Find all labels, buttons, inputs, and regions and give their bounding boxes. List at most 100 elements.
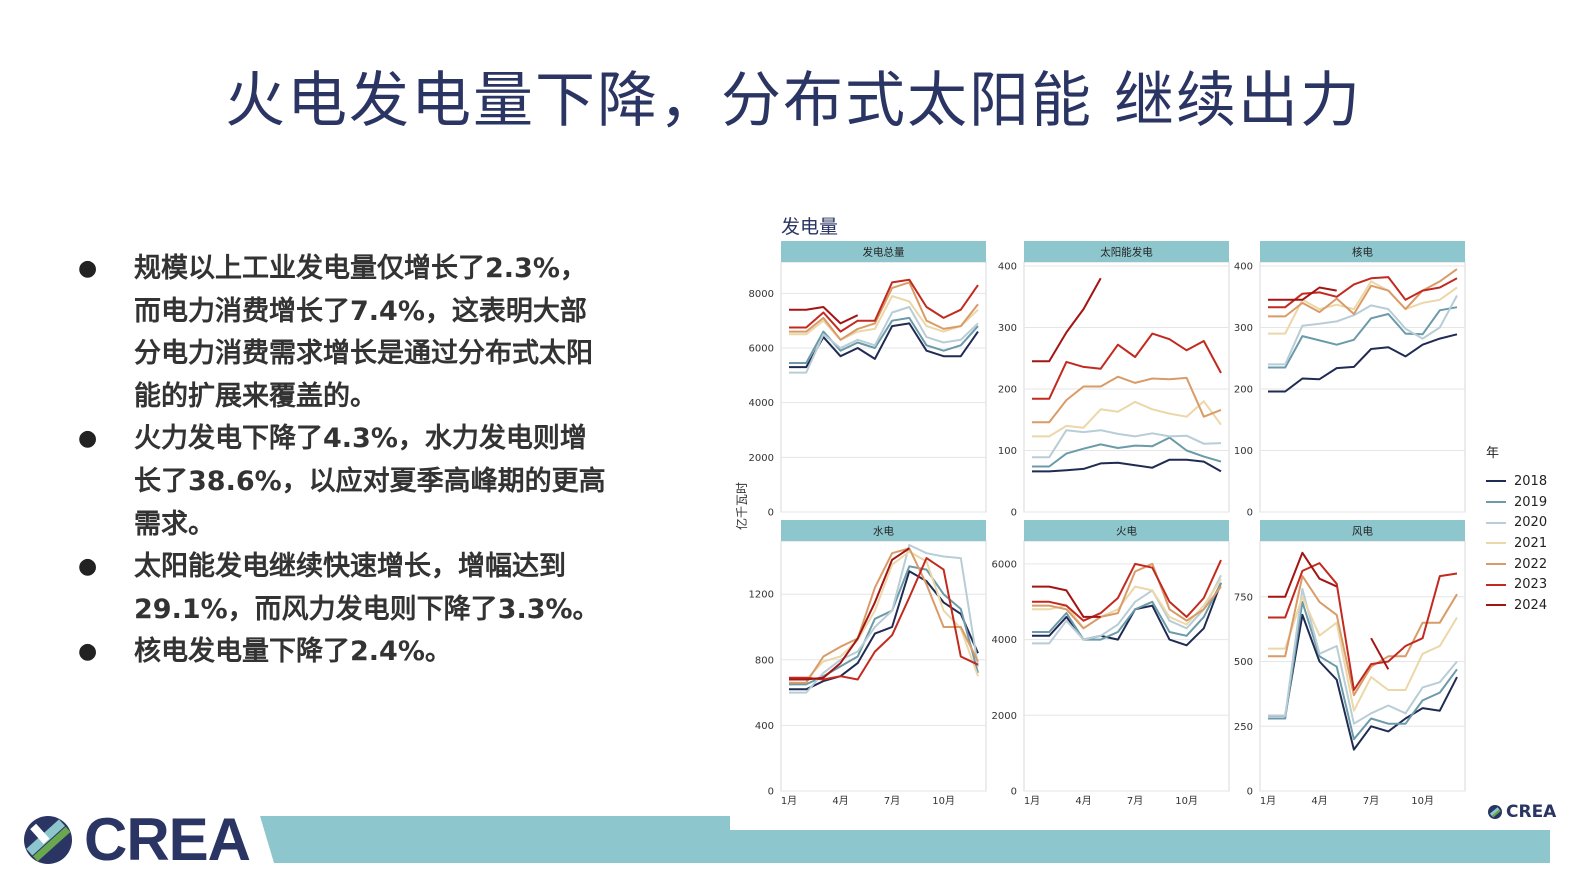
series-line-2019 (1268, 601, 1458, 741)
legend-label: 2021 (1514, 535, 1548, 551)
y-tick-label: 0 (768, 787, 774, 798)
y-tick-label: 300 (1234, 323, 1253, 334)
series-line-2022 (789, 547, 979, 684)
y-tick-label: 6000 (749, 344, 774, 355)
chart-title: 发电量 (781, 216, 839, 238)
legend-items: 2018 2019 2020 2021 2022 2023 2024 (1486, 471, 1547, 616)
series-line-2023 (789, 278, 979, 333)
series-line-2020 (1032, 574, 1222, 645)
x-tick-label: 4月 (1311, 795, 1327, 807)
y-tick-label: 200 (998, 385, 1017, 396)
series-line-2018 (1268, 333, 1458, 393)
y-tick-label: 100 (998, 446, 1017, 457)
y-tick-label: 4000 (749, 398, 774, 409)
series-line-2024 (789, 306, 859, 325)
panel-title: 发电总量 (863, 246, 905, 259)
series-line-2022 (1268, 268, 1458, 318)
crea-logo: CREA (22, 806, 251, 873)
legend-swatch (1486, 604, 1506, 607)
legend-label: 2018 (1514, 473, 1548, 489)
y-tick-label: 4000 (992, 635, 1017, 646)
y-tick-label: 300 (998, 323, 1017, 334)
legend-item: 2019 (1486, 492, 1547, 513)
legend-item: 2021 (1486, 533, 1547, 554)
series-line-2023 (1268, 276, 1458, 309)
x-tick-label: 10月 (932, 795, 955, 807)
series-line-2019 (1032, 436, 1222, 468)
legend-item: 2022 (1486, 554, 1547, 575)
bullet-marker: ● (78, 256, 98, 281)
bullet-marker: ● (78, 426, 98, 452)
x-tick-label: 7月 (884, 795, 900, 807)
x-tick-label: 4月 (1075, 795, 1091, 807)
x-tick-label: 7月 (1127, 795, 1143, 807)
legend-swatch (1486, 521, 1506, 524)
crea-logo-text: CREA (84, 806, 251, 873)
series-line-2021 (1032, 578, 1222, 630)
series-line-2022 (1032, 562, 1222, 630)
legend-label: 2019 (1514, 494, 1548, 510)
panel-strip (1260, 241, 1465, 262)
y-tick-label: 0 (768, 508, 774, 519)
series-line-2021 (1268, 595, 1458, 712)
legend-item: 2020 (1486, 512, 1547, 533)
legend-swatch (1486, 480, 1506, 483)
series-line-2024 (1370, 637, 1390, 670)
panel-strip (1024, 241, 1229, 262)
series-line-2024 (1268, 286, 1337, 301)
y-tick-label: 100 (1234, 446, 1253, 457)
bullet-list: ● 规模以上工业发电量仅增长了2.3%，而电力消费增长了7.4%，这表明大部分电… (72, 248, 612, 674)
series-line-2019 (1032, 582, 1222, 641)
y-tick-label: 8000 (749, 289, 774, 300)
legend-item: 2018 (1486, 471, 1547, 492)
series-line-2018 (1032, 582, 1222, 647)
panel-title: 核电 (1352, 246, 1374, 259)
legend-label: 2024 (1514, 597, 1548, 613)
x-tick-label: 1月 (781, 795, 797, 807)
panel-title: 火电 (1116, 525, 1138, 538)
series-line-2019 (1268, 306, 1458, 369)
series-line-2024 (1268, 551, 1338, 598)
panel-title: 水电 (873, 525, 894, 538)
series-line-2022 (1032, 375, 1222, 424)
bullet-item: ● 火力发电下降了4.3%，水力发电则增长了38.6%，以应对夏季高峰期的更高需… (72, 418, 612, 546)
legend: 年 2018 2019 2020 2021 2022 2023 2024 (1486, 442, 1547, 616)
legend-item: 2024 (1486, 595, 1547, 616)
crea-mark-icon (1488, 805, 1502, 819)
series-line-2023 (1032, 332, 1222, 400)
series-line-2022 (1268, 575, 1458, 697)
crea-small-logo-text: CREA (1506, 802, 1557, 822)
series-line-2020 (1268, 588, 1458, 725)
panel-strip (781, 520, 986, 541)
legend-swatch (1486, 542, 1506, 545)
y-tick-label: 0 (1011, 787, 1017, 798)
legend-title: 年 (1486, 446, 1500, 461)
y-tick-label: 400 (755, 721, 774, 732)
y-tick-label: 2000 (749, 453, 774, 464)
y-tick-label: 250 (1234, 722, 1253, 733)
x-tick-label: 1月 (1024, 795, 1040, 807)
series-line-2021 (789, 550, 979, 681)
x-tick-label: 1月 (1260, 795, 1276, 807)
x-tick-label: 7月 (1363, 795, 1379, 807)
series-line-2022 (789, 281, 979, 341)
series-line-2024 (1032, 277, 1102, 363)
series-line-2023 (789, 557, 979, 681)
crea-small-logo: CREA (1487, 802, 1556, 822)
x-tick-label: 4月 (832, 795, 848, 807)
legend-label: 2020 (1514, 515, 1548, 531)
x-tick-label: 10月 (1411, 795, 1434, 807)
bullet-marker: ● (78, 639, 98, 665)
panel-frame (1259, 261, 1466, 513)
bullet-text: 规模以上工业发电量仅增长了2.3%，而电力消费增长了7.4%，这表明大部分电力消… (134, 253, 593, 412)
bullet-item: ● 太阳能发电继续快速增长，增幅达到29.1%，而风力发电则下降了3.3%。 (72, 546, 612, 631)
panel-strip (1024, 520, 1229, 541)
legend-swatch (1486, 583, 1506, 586)
bullet-item: ● 核电发电量下降了2.4%。 (72, 631, 612, 674)
legend-label: 2022 (1514, 556, 1548, 572)
y-tick-label: 0 (1247, 787, 1253, 798)
footer-accent-bar-right (728, 830, 1550, 863)
y-tick-label: 1200 (749, 590, 774, 601)
bullet-marker: ● (78, 554, 98, 580)
